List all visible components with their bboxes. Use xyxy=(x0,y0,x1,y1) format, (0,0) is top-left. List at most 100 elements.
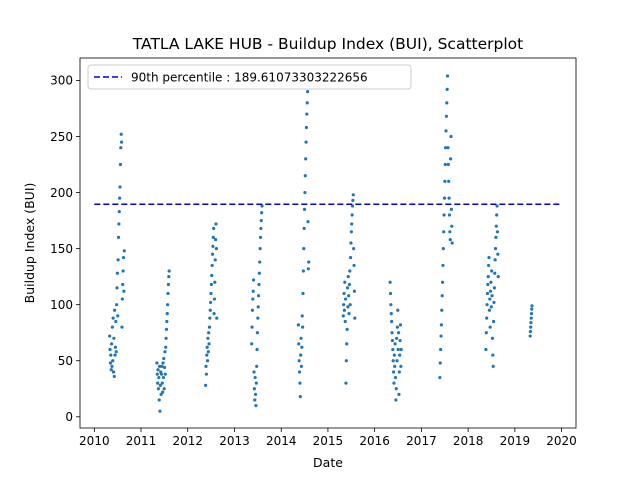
scatter-point xyxy=(258,247,262,251)
scatter-point xyxy=(492,319,496,324)
scatter-point xyxy=(161,375,166,380)
scatter-point xyxy=(490,294,494,298)
scatter-point xyxy=(256,305,260,309)
scatter-point xyxy=(442,213,446,217)
scatter-point xyxy=(398,323,403,327)
scatter-point xyxy=(528,334,532,338)
scatter-point xyxy=(208,308,212,312)
scatter-point xyxy=(490,269,494,273)
scatter-point xyxy=(447,179,451,183)
scatter-point xyxy=(257,294,261,298)
scatter-point xyxy=(116,258,120,262)
scatter-point xyxy=(167,275,171,279)
scatter-point xyxy=(255,347,259,352)
scatter-point xyxy=(111,370,116,374)
scatter-point xyxy=(300,345,304,349)
scatter-point xyxy=(352,263,356,268)
x-axis-ticks: 2010 2011 2012 2013 2014 2015 2016 2017 2018 2019… xyxy=(79,428,577,448)
y-tick-label: 50 xyxy=(58,354,73,368)
scatter-point xyxy=(301,291,305,296)
x-tick-label: 2016 xyxy=(359,434,390,448)
scatter-point xyxy=(303,174,307,178)
scatter-point xyxy=(211,244,215,248)
scatter-point xyxy=(446,146,450,150)
scatter-point xyxy=(303,190,307,195)
scatter-point xyxy=(298,395,302,399)
scatter-point xyxy=(114,350,118,354)
scatter-point xyxy=(396,308,400,312)
scatter-point xyxy=(205,345,209,349)
scatter-point xyxy=(250,325,254,329)
scatter-point xyxy=(252,387,256,391)
scatter-point xyxy=(389,303,393,307)
scatter-point xyxy=(207,331,211,335)
scatter-point xyxy=(495,204,499,208)
scatter-point xyxy=(253,398,257,402)
scatter-point xyxy=(164,345,168,349)
scatter-point xyxy=(302,247,306,251)
scatter-point xyxy=(486,282,490,287)
scatter-point xyxy=(442,196,447,200)
scatter-point xyxy=(108,347,112,352)
scatter-point xyxy=(393,364,397,368)
scatter-point xyxy=(529,312,534,316)
scatter-point xyxy=(530,307,534,311)
scatter-point xyxy=(485,303,489,307)
scatter-point xyxy=(390,331,394,335)
scatter-point xyxy=(490,336,495,340)
scatter-point xyxy=(347,282,352,287)
scatter-point xyxy=(487,255,491,260)
scatter-point xyxy=(305,90,310,94)
scatter-point xyxy=(112,336,116,340)
scatter-point xyxy=(350,213,354,217)
scatter-point xyxy=(110,325,114,329)
scatter-point xyxy=(442,230,446,234)
scatter-point xyxy=(449,134,453,139)
scatter-point xyxy=(530,304,534,308)
scatter-point xyxy=(492,300,496,305)
scatter-point xyxy=(487,308,491,312)
scatter-point xyxy=(165,319,169,324)
scatter-point xyxy=(302,207,307,211)
scatter-point xyxy=(158,383,162,387)
legend-label: 90th percentile : 189.61073303222656 xyxy=(131,71,368,85)
scatter-point xyxy=(344,359,348,363)
scatter-point xyxy=(492,286,496,290)
scatter-point xyxy=(117,210,121,214)
y-tick-label: 200 xyxy=(50,186,73,200)
scatter-point xyxy=(388,291,393,296)
scatter-point xyxy=(445,101,449,105)
scatter-point xyxy=(296,323,300,327)
scatter-point xyxy=(348,303,352,307)
scatter-point xyxy=(484,331,488,335)
scatter-point xyxy=(252,278,256,282)
scatter-point xyxy=(449,157,453,161)
scatter-point xyxy=(304,125,309,130)
scatter-point xyxy=(122,289,126,293)
scatter-point xyxy=(110,342,114,346)
scatter-point xyxy=(440,308,444,312)
scatter-point xyxy=(119,140,124,144)
scatter-point xyxy=(351,198,355,202)
scatter-point xyxy=(162,356,166,361)
scatter-point xyxy=(301,325,305,329)
scatter-point xyxy=(108,361,113,365)
x-tick-label: 2020 xyxy=(546,434,577,448)
scatter-point xyxy=(496,252,500,256)
scatter-point xyxy=(397,392,401,396)
scatter-point xyxy=(496,275,500,279)
scatter-point xyxy=(397,370,401,374)
scatter-point xyxy=(393,375,398,380)
scatter-point xyxy=(447,196,451,200)
scatter-point xyxy=(352,247,356,251)
y-tick-label: 0 xyxy=(65,410,73,424)
scatter-point xyxy=(119,146,123,150)
scatter-point xyxy=(445,74,450,78)
scatter-point xyxy=(488,297,492,301)
scatter-point xyxy=(494,224,498,228)
scatter-point xyxy=(342,303,346,307)
scatter-point xyxy=(213,280,217,284)
scatter-point xyxy=(214,247,218,251)
scatter-point xyxy=(390,319,394,324)
